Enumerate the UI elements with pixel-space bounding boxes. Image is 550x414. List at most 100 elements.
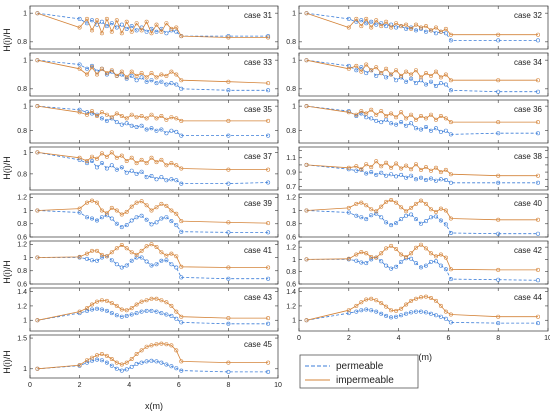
permeable-point — [174, 223, 179, 228]
permeable-point — [174, 178, 179, 183]
y-tick-label: 1.4 — [286, 289, 296, 296]
case-label: case 42 — [514, 246, 543, 255]
y-tick-label: 0.8 — [17, 86, 27, 93]
impermeable-point — [119, 31, 124, 36]
impermeable-point — [159, 72, 164, 77]
impermeable-point — [384, 160, 389, 165]
x-axis-label-left: x(m) — [145, 401, 163, 411]
impermeable-point — [346, 205, 351, 210]
permeable-point — [129, 258, 134, 263]
impermeable-point — [266, 167, 271, 172]
impermeable-point — [179, 166, 184, 171]
permeable-line — [37, 359, 269, 373]
impermeable-point — [413, 201, 418, 206]
permeable-point — [394, 25, 399, 30]
impermeable-point — [354, 303, 359, 308]
impermeable-point — [374, 159, 379, 164]
impermeable-point — [389, 165, 394, 170]
impermeable-point — [139, 71, 144, 76]
impermeable-point — [114, 111, 119, 116]
permeable-point — [174, 366, 179, 371]
permeable-point — [438, 314, 443, 319]
impermeable-point — [149, 296, 154, 301]
impermeable-point — [114, 155, 119, 160]
impermeable-point — [359, 200, 364, 205]
permeable-point — [535, 278, 540, 283]
permeable-point — [109, 116, 114, 121]
permeable-point — [179, 181, 184, 186]
permeable-point — [496, 277, 501, 282]
impermeable-point — [154, 205, 159, 210]
impermeable-point — [114, 360, 119, 365]
impermeable-point — [164, 342, 169, 347]
panel-frame — [298, 287, 549, 332]
impermeable-point — [174, 25, 179, 30]
x-tick-label: 4 — [127, 382, 131, 389]
panel-frame — [298, 240, 549, 285]
impermeable-point — [304, 58, 309, 63]
impermeable-point — [404, 69, 409, 74]
impermeable-point — [124, 246, 129, 251]
permeable-point — [154, 177, 159, 182]
impermeable-point — [149, 112, 154, 117]
permeable-point — [139, 75, 144, 80]
y-tick-label: 0.8 — [286, 128, 296, 135]
y-tick-label: 0.6 — [286, 281, 296, 288]
permeable-point — [99, 358, 104, 363]
permeable-point — [90, 159, 95, 164]
permeable-point — [266, 321, 271, 326]
permeable-point — [104, 166, 109, 171]
y-tick-label: 1 — [292, 58, 296, 65]
impermeable-line — [306, 199, 538, 221]
permeable-point — [433, 126, 438, 131]
panel-frame — [29, 334, 279, 379]
permeable-point — [379, 311, 384, 316]
impermeable-point — [443, 72, 448, 77]
permeable-point — [149, 78, 154, 83]
impermeable-point — [95, 200, 100, 205]
impermeable-point — [35, 150, 40, 155]
permeable-point — [139, 255, 144, 260]
impermeable-point — [394, 115, 399, 120]
impermeable-line — [306, 59, 538, 81]
impermeable-point — [149, 31, 154, 36]
permeable-point — [374, 309, 379, 314]
permeable-point — [438, 177, 443, 182]
permeable-point — [413, 177, 418, 182]
y-tick-label: 0.8 — [17, 39, 27, 46]
permeable-point — [77, 16, 82, 21]
impermeable-point — [428, 168, 433, 173]
impermeable-point — [104, 71, 109, 76]
impermeable-point — [304, 208, 309, 213]
permeable-point — [404, 175, 409, 180]
impermeable-point — [359, 250, 364, 255]
impermeable-point — [169, 161, 174, 166]
y-tick-label: 1 — [292, 104, 296, 111]
permeable-point — [535, 321, 540, 326]
permeable-point — [85, 215, 90, 220]
impermeable-point — [266, 265, 271, 270]
permeable-point — [129, 218, 134, 223]
permeable-point — [129, 364, 134, 369]
permeable-point — [77, 107, 82, 112]
y-tick-label: 1.2 — [286, 195, 296, 202]
impermeable-point — [149, 155, 154, 160]
impermeable-point — [139, 114, 144, 119]
impermeable-point — [134, 302, 139, 307]
permeable-point — [379, 259, 384, 264]
x-tick-label: 6 — [177, 382, 181, 389]
permeable-point — [423, 29, 428, 34]
permeable-point — [359, 215, 364, 220]
y-tick-label: 1 — [23, 58, 27, 65]
permeable-point — [179, 320, 184, 325]
impermeable-point — [418, 167, 423, 172]
permeable-line — [37, 152, 269, 185]
permeable-point — [399, 313, 404, 318]
panel-3: 0.8 1 case 33 — [17, 52, 279, 97]
y-tick-label: 1 — [23, 255, 27, 262]
impermeable-point — [354, 201, 359, 206]
permeable-point — [159, 127, 164, 132]
permeable-point — [90, 258, 95, 263]
permeable-point — [90, 111, 95, 116]
case-label: case 39 — [244, 199, 273, 208]
